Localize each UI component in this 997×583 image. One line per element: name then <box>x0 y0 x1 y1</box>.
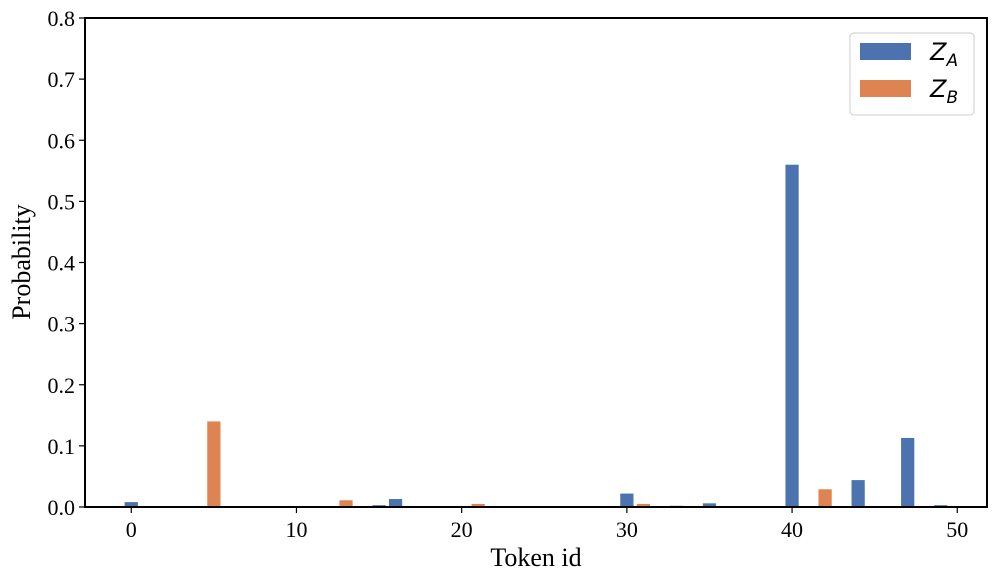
y-axis-label: Probability <box>7 204 36 320</box>
legend: ZA ZB <box>849 32 975 116</box>
bar <box>471 503 485 507</box>
bar <box>620 493 634 507</box>
y-tick-label: 0.5 <box>48 189 76 214</box>
legend-label: ZA <box>929 38 958 71</box>
y-tick-label: 0.3 <box>48 312 76 337</box>
bar <box>339 500 353 507</box>
y-tick-label: 0.7 <box>48 67 76 92</box>
bar <box>818 489 832 507</box>
bar <box>388 499 403 507</box>
x-axis-label: Token id <box>490 543 581 572</box>
legend-swatch <box>860 80 911 97</box>
y-tick-label: 0.4 <box>48 251 76 276</box>
bar <box>702 503 717 507</box>
y-tick-label: 0.2 <box>48 373 76 398</box>
x-tick-label: 20 <box>451 517 473 542</box>
x-tick-label: 40 <box>781 517 803 542</box>
x-tick-label: 0 <box>126 517 137 542</box>
bar <box>851 480 865 507</box>
x-tick-label: 10 <box>285 517 307 542</box>
x-tick-label: 50 <box>946 517 968 542</box>
y-tick-label: 0.0 <box>48 495 76 520</box>
bar <box>785 164 799 507</box>
bar <box>124 502 138 507</box>
bar <box>636 503 650 507</box>
bar <box>207 421 221 507</box>
x-tick-label: 30 <box>616 517 638 542</box>
legend-swatch <box>860 43 911 60</box>
y-tick-label: 0.1 <box>48 434 76 459</box>
y-tick-label: 0.8 <box>48 6 76 31</box>
legend-label: ZB <box>929 75 958 108</box>
bar <box>901 437 915 507</box>
y-tick-label: 0.6 <box>48 128 76 153</box>
